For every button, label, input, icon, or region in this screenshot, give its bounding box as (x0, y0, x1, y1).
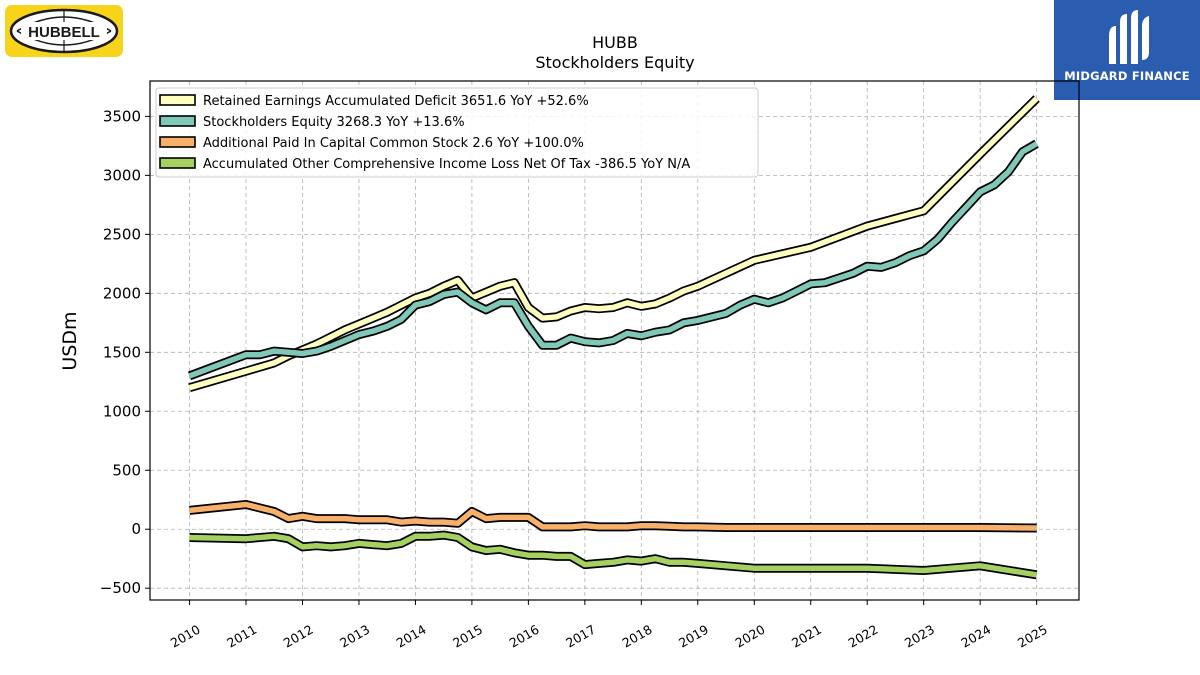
hubbell-emblem: HUBBELL (9, 8, 119, 54)
x-tick-label: 2020 (732, 622, 767, 651)
x-tick-label: 2014 (394, 622, 429, 651)
series-lines (187, 95, 1040, 580)
x-tick-label: 2013 (337, 622, 372, 651)
y-axis: −500 0 500 1000 1500 2000 2500 3000 3500 (100, 107, 150, 597)
legend-swatch (159, 94, 196, 106)
x-tick-label: 2018 (620, 622, 655, 651)
y-tick-label: −500 (100, 579, 141, 597)
midgard-finance-logo: MIDGARD FINANCE (1054, 0, 1200, 100)
series-line (189, 530, 1038, 580)
legend: Retained Earnings Accumulated Deficit 36… (155, 87, 759, 178)
x-tick-label: 2024 (958, 622, 993, 651)
plot-frame (149, 80, 1080, 601)
legend-entry: Retained Earnings Accumulated Deficit 36… (203, 94, 589, 109)
x-tick-label: 2016 (507, 622, 542, 651)
x-tick-label: 2017 (563, 622, 598, 651)
x-tick-label: 2010 (168, 622, 203, 651)
series-line-fill (188, 141, 1038, 379)
y-tick-label: 0 (131, 520, 141, 538)
midgard-finance-name: MIDGARD FINANCE (1064, 69, 1190, 83)
legend-entry: Additional Paid In Capital Common Stock … (203, 136, 584, 151)
chart-subtitle: Stockholders Equity (535, 53, 694, 72)
y-tick-label: 3500 (103, 107, 141, 125)
y-tick-label: 1500 (103, 343, 141, 361)
x-tick-label: 2011 (224, 622, 259, 651)
y-axis-label: USDm (59, 311, 81, 370)
series-line-fill (188, 96, 1039, 391)
x-tick-label: 2025 (1015, 622, 1050, 651)
y-tick-label: 2000 (103, 284, 141, 302)
series-line-fill (189, 501, 1037, 531)
x-tick-label: 2021 (789, 622, 824, 651)
y-tick-label: 3000 (103, 166, 141, 184)
hubbell-logo: HUBBELL (5, 5, 123, 57)
legend-swatch (159, 136, 196, 148)
legend-entry: Stockholders Equity 3268.3 YoY +13.6% (203, 115, 465, 130)
y-tick-label: 1000 (103, 402, 141, 420)
legend-box (155, 87, 759, 178)
x-tick-label: 2023 (902, 622, 937, 651)
y-tick-label: 500 (112, 461, 141, 479)
x-tick-label: 2019 (676, 622, 711, 651)
series-line-fill (189, 532, 1038, 578)
x-axis: 2010 2011 2012 2013 2014 2015 2016 2017 2018 2019… (168, 600, 1050, 651)
legend-swatch (159, 115, 196, 127)
svg-text:HUBBELL: HUBBELL (28, 24, 100, 41)
chart-title: HUBB (592, 33, 638, 52)
x-tick-label: 2022 (845, 622, 880, 651)
series-line (188, 95, 1040, 393)
x-tick-label: 2012 (281, 622, 316, 651)
legend-swatch (159, 157, 196, 169)
midgard-emblem (1109, 10, 1149, 64)
series-line (187, 139, 1039, 381)
x-tick-label: 2015 (450, 622, 485, 651)
y-tick-label: 2500 (103, 225, 141, 243)
series-line (189, 500, 1037, 533)
legend-entry: Accumulated Other Comprehensive Income L… (203, 157, 690, 172)
